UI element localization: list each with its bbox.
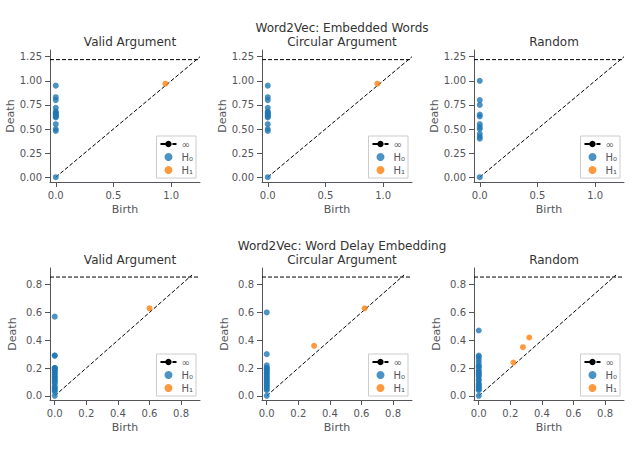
svg-text:0.4: 0.4 (322, 408, 338, 419)
svg-text:∞: ∞ (393, 357, 401, 368)
svg-text:Death: Death (216, 99, 229, 132)
svg-text:1.25: 1.25 (444, 51, 466, 62)
svg-text:0.8: 0.8 (238, 279, 254, 290)
svg-text:0.75: 0.75 (444, 99, 466, 110)
svg-text:∞: ∞ (393, 139, 401, 150)
svg-text:0.4: 0.4 (110, 408, 126, 419)
svg-text:0.4: 0.4 (450, 335, 466, 346)
svg-text:Birth: Birth (112, 421, 138, 434)
svg-text:0.50: 0.50 (232, 124, 254, 135)
svg-text:H₀: H₀ (605, 152, 617, 163)
svg-text:Death: Death (6, 317, 19, 350)
svg-text:H₀: H₀ (181, 152, 193, 163)
svg-text:0.25: 0.25 (20, 148, 42, 159)
svg-text:0.8: 0.8 (450, 279, 466, 290)
svg-text:Death: Death (430, 317, 443, 350)
svg-text:H₁: H₁ (181, 165, 193, 176)
svg-text:Death: Death (4, 99, 17, 132)
svg-text:Valid Argument: Valid Argument (84, 253, 177, 267)
svg-text:0.0: 0.0 (47, 408, 63, 419)
svg-text:H₀: H₀ (393, 152, 405, 163)
svg-text:1.25: 1.25 (232, 51, 254, 62)
svg-text:0.00: 0.00 (20, 172, 42, 183)
svg-text:Birth: Birth (324, 203, 350, 216)
svg-text:0.2: 0.2 (450, 363, 466, 374)
svg-text:0.4: 0.4 (26, 335, 42, 346)
svg-text:0.0: 0.0 (472, 190, 488, 201)
svg-text:H₀: H₀ (393, 370, 405, 381)
svg-text:1.0: 1.0 (587, 190, 603, 201)
svg-text:H₁: H₁ (605, 383, 617, 394)
svg-text:0.6: 0.6 (566, 408, 582, 419)
svg-text:0.5: 0.5 (318, 190, 334, 201)
svg-text:0.2: 0.2 (290, 408, 306, 419)
svg-text:1.0: 1.0 (163, 190, 179, 201)
svg-text:0.0: 0.0 (26, 390, 42, 401)
svg-text:∞: ∞ (181, 357, 189, 368)
svg-text:0.50: 0.50 (444, 124, 466, 135)
svg-text:0.2: 0.2 (238, 363, 254, 374)
svg-text:0.75: 0.75 (232, 99, 254, 110)
svg-text:Death: Death (428, 99, 441, 132)
svg-text:0.00: 0.00 (232, 172, 254, 183)
svg-text:Random: Random (529, 253, 579, 267)
svg-text:0.8: 0.8 (173, 408, 189, 419)
svg-text:0.00: 0.00 (444, 172, 466, 183)
svg-text:Birth: Birth (536, 421, 562, 434)
svg-text:1.00: 1.00 (232, 75, 254, 86)
svg-text:0.0: 0.0 (260, 190, 276, 201)
svg-text:∞: ∞ (605, 357, 613, 368)
svg-text:H₁: H₁ (393, 165, 405, 176)
svg-text:0.6: 0.6 (142, 408, 158, 419)
svg-text:0.0: 0.0 (238, 390, 254, 401)
svg-text:0.6: 0.6 (238, 307, 254, 318)
svg-text:0.0: 0.0 (48, 190, 64, 201)
svg-text:Random: Random (529, 35, 579, 49)
svg-text:1.0: 1.0 (375, 190, 391, 201)
svg-text:0.5: 0.5 (106, 190, 122, 201)
svg-text:Birth: Birth (112, 203, 138, 216)
svg-text:H₁: H₁ (393, 383, 405, 394)
svg-text:Death: Death (218, 317, 231, 350)
svg-text:∞: ∞ (181, 139, 189, 150)
svg-text:Word2Vec: Word Delay Embedding: Word2Vec: Word Delay Embedding (238, 239, 447, 253)
svg-text:0.0: 0.0 (471, 408, 487, 419)
svg-text:∞: ∞ (605, 139, 613, 150)
svg-text:H₀: H₀ (181, 370, 193, 381)
svg-text:H₀: H₀ (605, 370, 617, 381)
svg-text:Circular Argument: Circular Argument (287, 35, 397, 49)
svg-text:Word2Vec: Embedded Words: Word2Vec: Embedded Words (255, 21, 428, 35)
svg-text:Birth: Birth (536, 203, 562, 216)
svg-text:Birth: Birth (324, 421, 350, 434)
svg-text:0.2: 0.2 (502, 408, 518, 419)
svg-text:0.8: 0.8 (26, 279, 42, 290)
svg-text:0.50: 0.50 (20, 124, 42, 135)
svg-text:0.25: 0.25 (444, 148, 466, 159)
svg-text:0.0: 0.0 (259, 408, 275, 419)
svg-text:0.8: 0.8 (385, 408, 401, 419)
svg-text:0.8: 0.8 (597, 408, 613, 419)
svg-text:0.75: 0.75 (20, 99, 42, 110)
svg-text:0.2: 0.2 (78, 408, 94, 419)
svg-text:0.4: 0.4 (238, 335, 254, 346)
svg-text:0.25: 0.25 (232, 148, 254, 159)
svg-text:Valid Argument: Valid Argument (84, 35, 177, 49)
svg-text:0.6: 0.6 (354, 408, 370, 419)
svg-text:0.0: 0.0 (450, 390, 466, 401)
svg-text:0.6: 0.6 (450, 307, 466, 318)
svg-text:Circular Argument: Circular Argument (287, 253, 397, 267)
svg-text:0.6: 0.6 (26, 307, 42, 318)
svg-text:H₁: H₁ (605, 165, 617, 176)
svg-text:0.5: 0.5 (530, 190, 546, 201)
svg-text:0.4: 0.4 (534, 408, 550, 419)
svg-text:H₁: H₁ (181, 383, 193, 394)
svg-text:1.00: 1.00 (20, 75, 42, 86)
svg-text:0.2: 0.2 (26, 363, 42, 374)
svg-text:1.00: 1.00 (444, 75, 466, 86)
svg-text:1.25: 1.25 (20, 51, 42, 62)
